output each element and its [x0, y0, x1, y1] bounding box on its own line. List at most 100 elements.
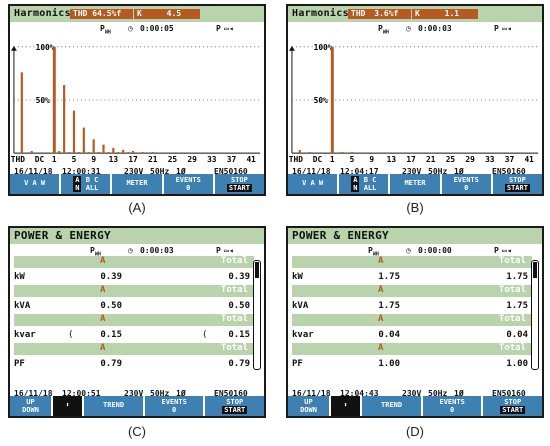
thd-label: THD — [73, 9, 88, 18]
total-value: 1.00 — [506, 359, 528, 369]
phase-all-label: ALL — [363, 184, 377, 192]
stop-start-softkey[interactable]: STOP START — [214, 174, 264, 194]
info-bar: 16/11/18 12:00:31 230V 50Hz 1Ø EN50160 — [10, 166, 264, 177]
phase-label: PWH — [368, 246, 379, 258]
phase-count: 1Ø — [176, 389, 186, 398]
thd-readout: THD 3.6%f — [348, 9, 411, 19]
reading-label: PF — [14, 359, 25, 369]
events-label: EVENTS — [161, 398, 187, 406]
softkey-bar: V A W A B C N ALL METER EVENTS 0 STOP ST… — [10, 174, 264, 194]
clock: 12:04:17 — [340, 167, 379, 176]
x-tick-1: 1 — [330, 155, 335, 164]
x-tick-thd: THD — [289, 155, 303, 164]
scroll-thumb[interactable] — [255, 262, 259, 278]
reading-label: kW — [14, 272, 25, 282]
down-label: DOWN — [22, 406, 39, 414]
phase-a-header: A — [378, 343, 384, 353]
column-header-row: A Total — [14, 285, 254, 297]
plug-icon: ▭◂ — [502, 246, 512, 255]
title-bar: POWER & ENERGY — [10, 228, 264, 244]
date: 16/11/18 — [14, 389, 53, 398]
screen-title: Harmonics — [292, 8, 349, 19]
events-count: 0 — [450, 406, 455, 414]
stop-start-softkey[interactable]: STOP START — [205, 396, 264, 416]
trend-softkey[interactable]: TREND — [362, 396, 421, 416]
bar-h19 — [141, 152, 144, 154]
x-tick-13: 13 — [387, 155, 397, 164]
info-bar: 16/11/18 12:04:17 230V 50Hz 1Ø EN50160 — [288, 166, 542, 177]
bar-h4 — [345, 153, 349, 154]
x-tick-29: 29 — [187, 155, 197, 164]
timer-icon: ◷ — [128, 24, 133, 33]
voltage: 230V — [124, 389, 144, 398]
y-label-50: 50% — [36, 96, 50, 105]
thd-readout: THD 64.5%f — [70, 9, 133, 19]
phase-label: PWH — [378, 24, 389, 36]
vaw-softkey[interactable]: V A W — [288, 174, 338, 194]
reading-row-kw: kW 1.75 1.75 — [292, 268, 532, 285]
column-header-row: A Total — [14, 343, 254, 355]
phase-a-label: A — [351, 176, 360, 184]
plug-icon: ▭◂ — [502, 24, 512, 33]
total-value: 1.75 — [506, 272, 528, 282]
status-row: PWH ◷ 0:00:03 P ▭◂ — [288, 23, 542, 36]
stop-label: STOP — [230, 176, 248, 184]
up-down-arrows-softkey[interactable]: ⬍ — [331, 396, 361, 416]
x-tick-labels: THDDC15913172125293337414549 — [11, 155, 256, 164]
bar-hdc — [30, 151, 33, 154]
reading-label: kVA — [292, 301, 309, 311]
bar-hdc — [308, 152, 311, 154]
stop-label: STOP — [508, 176, 526, 184]
up-down-softkey[interactable]: UP DOWN — [10, 396, 51, 416]
y-label-50: 50% — [314, 96, 328, 105]
screen-title: Harmonics — [14, 8, 71, 19]
x-tick-25: 25 — [446, 155, 456, 164]
k-value: 4.5 — [166, 9, 182, 18]
phase-a-header: A — [378, 256, 384, 266]
stop-start-softkey[interactable]: STOP START — [492, 174, 542, 194]
scrollbar[interactable] — [253, 260, 261, 370]
harmonics-chart: 100% 50% THDDC15913172125293337414549 — [11, 43, 261, 164]
phase-bc-label: B C — [363, 176, 377, 184]
thd-label: THD — [351, 9, 366, 18]
x-tick-33: 33 — [485, 155, 495, 164]
up-down-arrows-softkey[interactable]: ⬍ — [53, 396, 83, 416]
up-label: UP — [26, 398, 35, 406]
events-label: EVENTS — [439, 398, 465, 406]
x-tick-33: 33 — [207, 155, 217, 164]
frequency: 50Hz — [428, 389, 448, 398]
total-header: Total — [498, 343, 526, 353]
bar-group — [298, 46, 354, 154]
bar-hthd — [20, 72, 23, 154]
up-down-softkey[interactable]: UP DOWN — [288, 396, 329, 416]
phase-n-label: N — [73, 184, 82, 192]
bar-h17 — [131, 151, 135, 154]
total-header: Total — [220, 343, 248, 353]
x-tick-13: 13 — [109, 155, 119, 164]
events-softkey[interactable]: EVENTS 0 — [441, 174, 491, 194]
x-tick-17: 17 — [128, 155, 138, 164]
stop-start-softkey[interactable]: STOP START — [483, 396, 542, 416]
phase-a-value: 0.79 — [100, 359, 122, 369]
events-label: EVENTS — [453, 176, 479, 184]
reading-label: PF — [292, 359, 303, 369]
column-header-row: A Total — [292, 343, 532, 355]
meter-softkey[interactable]: METER — [390, 174, 440, 194]
x-tick-21: 21 — [426, 155, 436, 164]
events-softkey[interactable]: EVENTS 0 — [422, 396, 482, 416]
events-softkey[interactable]: EVENTS 0 — [163, 174, 213, 194]
trend-softkey[interactable]: TREND — [84, 396, 143, 416]
events-softkey[interactable]: EVENTS 0 — [144, 396, 204, 416]
phase-a-value: 0.04 — [378, 330, 400, 340]
bar-h12 — [107, 152, 110, 154]
vaw-softkey[interactable]: V A W — [10, 174, 60, 194]
phase-a-value: 0.39 — [100, 272, 122, 282]
scroll-thumb[interactable] — [533, 262, 537, 278]
phase-softkey[interactable]: A B C N ALL — [61, 174, 111, 194]
date: 16/11/18 — [292, 167, 331, 176]
y-axis-arrow-icon — [288, 45, 295, 51]
scrollbar[interactable] — [531, 260, 539, 370]
meter-softkey[interactable]: METER — [112, 174, 162, 194]
phase-softkey[interactable]: A B C N ALL — [339, 174, 389, 194]
reading-label: kVA — [14, 301, 31, 311]
